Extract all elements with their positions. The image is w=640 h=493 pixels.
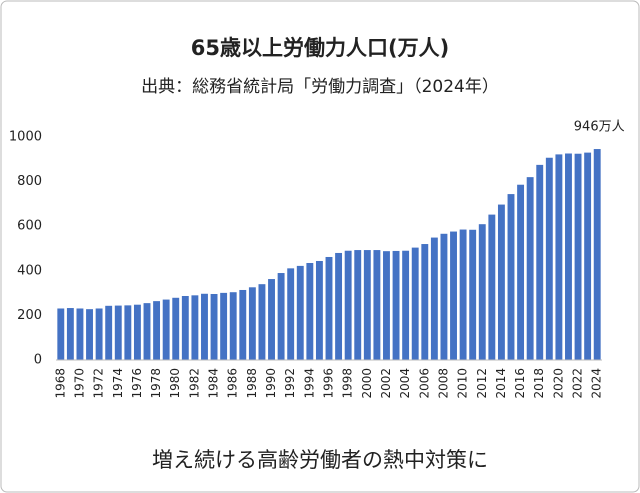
bar (469, 229, 477, 360)
bar (526, 177, 534, 360)
x-tick-label: 1974 (111, 368, 125, 399)
bar (325, 256, 333, 360)
x-tick-label: 1996 (322, 368, 336, 399)
bar (95, 308, 103, 360)
bar (517, 184, 525, 360)
footer-text: 増え続ける高齢労働者の熱中対策に (152, 448, 488, 472)
x-tick-label: 1976 (130, 368, 144, 399)
bar (488, 214, 496, 360)
bar (287, 268, 295, 360)
x-tick-label: 1972 (92, 368, 106, 399)
bar (421, 244, 429, 360)
bar (411, 247, 419, 360)
bar (181, 295, 189, 360)
bar (363, 250, 371, 360)
bar (296, 265, 304, 360)
x-tick-label: 2014 (494, 368, 508, 399)
x-tick-label: 2016 (513, 368, 527, 399)
bar (478, 224, 486, 360)
bar (383, 251, 390, 360)
bar (344, 250, 352, 360)
bar (210, 293, 218, 360)
bar (57, 308, 65, 360)
x-tick-label: 2022 (571, 368, 585, 399)
bar (248, 287, 256, 360)
bar (584, 152, 592, 360)
bar (459, 229, 467, 360)
bar (574, 153, 582, 360)
y-tick-label: 200 (17, 308, 42, 323)
x-tick-label: 1986 (226, 368, 240, 399)
x-tick-label: 1984 (207, 368, 221, 399)
bar (335, 252, 343, 360)
bar (191, 295, 199, 360)
bar (258, 284, 266, 360)
bar (565, 153, 572, 360)
bar (105, 305, 113, 360)
x-tick-label: 1982 (187, 368, 201, 399)
bar (229, 292, 237, 360)
bar (430, 237, 438, 360)
x-tick-label: 1990 (264, 368, 278, 399)
bar (402, 250, 410, 360)
bar (239, 289, 247, 360)
bar (86, 309, 93, 360)
bar (66, 308, 74, 360)
bar (545, 157, 553, 360)
x-tick-label: 1980 (168, 368, 182, 399)
bar (220, 292, 228, 360)
bar (354, 250, 362, 360)
x-tick-label: 1994 (302, 368, 316, 399)
x-tick-label: 2020 (551, 368, 565, 399)
x-tick-label: 2024 (590, 368, 604, 399)
bar (153, 301, 161, 360)
bar (76, 308, 84, 360)
y-tick-label: 1000 (9, 130, 42, 145)
y-tick-label: 0 (34, 353, 42, 368)
bar (277, 273, 285, 360)
x-tick-label: 2010 (456, 368, 470, 399)
x-tick-label: 2006 (417, 368, 431, 399)
bar (373, 250, 381, 360)
chart-subtitle: 出典：総務省統計局「労働力調査」（2024年） (141, 77, 499, 97)
x-tick-label: 1978 (149, 368, 163, 399)
bar (162, 299, 170, 360)
x-tick-label: 1988 (245, 368, 259, 399)
x-tick-label: 1970 (72, 368, 86, 399)
chart-title: 65歳以上労働力人口(万人) (191, 36, 449, 60)
x-tick-label: 2008 (436, 368, 450, 399)
bar (507, 194, 515, 360)
bar (306, 262, 314, 360)
bar (315, 260, 323, 360)
bar (450, 231, 457, 360)
x-tick-label: 2000 (360, 368, 374, 399)
annotation: 946万人 (574, 120, 625, 135)
bar (536, 164, 544, 360)
bar (172, 297, 180, 360)
bar (497, 204, 505, 360)
x-tick-label: 2018 (532, 368, 546, 399)
x-tick-label: 2012 (475, 368, 489, 399)
y-tick-label: 400 (17, 263, 42, 278)
x-tick-label: 2004 (398, 368, 412, 399)
bar (201, 293, 208, 360)
y-tick-label: 800 (17, 174, 42, 189)
x-tick-label: 1992 (283, 368, 297, 399)
x-tick-label: 1968 (53, 368, 67, 399)
bar (114, 305, 122, 360)
bar (593, 149, 601, 360)
bar (392, 250, 400, 360)
y-tick-label: 600 (17, 219, 42, 234)
bar (124, 305, 132, 360)
bar (440, 233, 448, 360)
bar (133, 304, 141, 360)
bar (143, 303, 151, 360)
bar (268, 279, 275, 360)
x-tick-label: 1998 (341, 368, 355, 399)
x-tick-label: 2002 (379, 368, 393, 399)
bar (555, 154, 563, 360)
